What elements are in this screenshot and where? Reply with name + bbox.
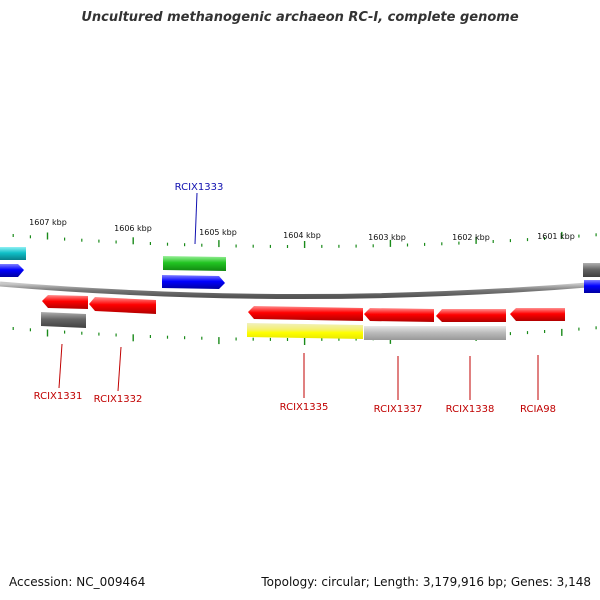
gene-arrow-rcix1337[interactable]: [364, 308, 434, 322]
gene-arrow-rcix1333[interactable]: [163, 256, 226, 271]
gene-label-rcix1332[interactable]: RCIX1332: [94, 394, 143, 405]
genome-backbone: [0, 281, 600, 299]
gene-arrow-gray[interactable]: [41, 312, 86, 328]
gene-arrow-blue[interactable]: [584, 280, 600, 293]
label-leader-lines: [58, 192, 539, 400]
gene-arrow-rcix1338[interactable]: [436, 309, 506, 322]
gene-arrow-rcix1331[interactable]: [42, 295, 88, 309]
kbp-label: 1605 kbp: [199, 228, 237, 237]
gene-arrow-blue[interactable]: [0, 264, 24, 277]
gene-label-rcix1335[interactable]: RCIX1335: [280, 402, 329, 413]
gene-arrow-light-gray[interactable]: [364, 326, 506, 340]
gene-label-rcix1337[interactable]: RCIX1337: [374, 404, 423, 415]
gene-arrow-rcix1332[interactable]: [89, 297, 156, 314]
kbp-label: 1601 kbp: [537, 232, 575, 241]
gene-arrow-cyan[interactable]: [0, 247, 26, 260]
gene-arrow-blue[interactable]: [162, 275, 225, 289]
gene-label-rcix1331[interactable]: RCIX1331: [34, 391, 83, 402]
tick-row-upper: [12, 231, 597, 248]
gene-label-rcix1333[interactable]: RCIX1333: [175, 182, 224, 193]
gene-arrow-yellow[interactable]: [247, 323, 363, 339]
accession-label: Accession: NC_009464: [9, 575, 146, 589]
kbp-label: 1604 kbp: [283, 231, 321, 240]
gene-label-rcix1338[interactable]: RCIX1338: [446, 404, 495, 415]
kbp-label: 1607 kbp: [29, 218, 67, 227]
genome-info-label: Topology: circular; Length: 3,179,916 bp…: [261, 575, 591, 589]
gene-arrow-rcix1335[interactable]: [248, 306, 363, 321]
scale-labels: 1607 kbp 1606 kbp 1605 kbp 1604 kbp 1603…: [29, 218, 575, 242]
kbp-label: 1602 kbp: [452, 233, 490, 242]
gene-arrow-gray[interactable]: [583, 263, 600, 277]
page-title: Uncultured methanogenic archaeon RC-I, c…: [81, 10, 519, 25]
kbp-label: 1603 kbp: [368, 233, 406, 242]
gene-label-rcia98[interactable]: RCIA98: [520, 404, 556, 415]
gene-arrow-rcia98[interactable]: [510, 308, 565, 321]
kbp-label: 1606 kbp: [114, 224, 152, 233]
